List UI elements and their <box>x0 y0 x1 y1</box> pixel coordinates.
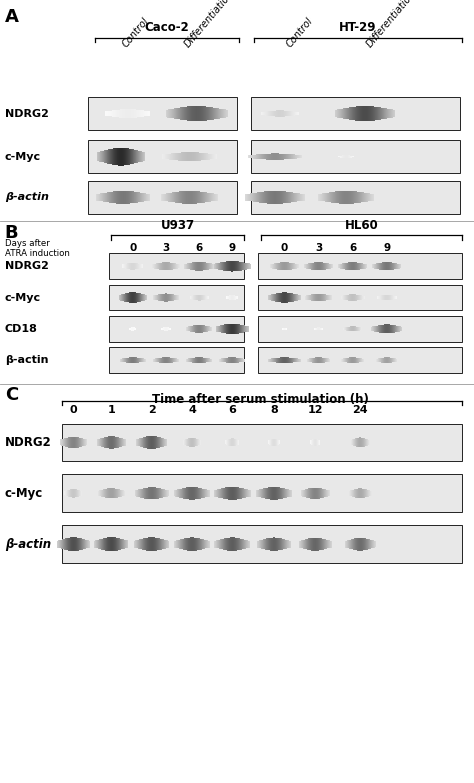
Text: 3: 3 <box>162 243 170 253</box>
Bar <box>88 140 237 173</box>
Bar <box>109 253 244 279</box>
Bar <box>251 181 460 214</box>
Bar <box>109 347 244 373</box>
Bar <box>62 424 462 461</box>
Bar <box>251 140 460 173</box>
Text: c-Myc: c-Myc <box>5 487 43 500</box>
Text: 24: 24 <box>353 405 368 415</box>
Text: 1: 1 <box>108 405 115 415</box>
Bar <box>88 97 237 130</box>
Text: 6: 6 <box>195 243 203 253</box>
Text: CD18: CD18 <box>5 324 37 334</box>
Text: 6: 6 <box>228 405 236 415</box>
Text: 3: 3 <box>315 243 322 253</box>
Text: 0: 0 <box>129 243 137 253</box>
Text: β-actin: β-actin <box>5 538 51 550</box>
Text: Caco-2: Caco-2 <box>145 21 190 34</box>
Text: 0: 0 <box>281 243 288 253</box>
Text: HT-29: HT-29 <box>339 21 377 34</box>
Text: β-actin: β-actin <box>5 355 48 365</box>
Text: 12: 12 <box>308 405 323 415</box>
Text: 4: 4 <box>188 405 196 415</box>
Text: HL60: HL60 <box>345 218 378 232</box>
Text: 2: 2 <box>148 405 155 415</box>
Text: B: B <box>5 224 18 242</box>
Text: Control: Control <box>284 16 315 49</box>
Text: A: A <box>5 8 18 26</box>
Text: 6: 6 <box>349 243 356 253</box>
Text: NDRG2: NDRG2 <box>5 109 49 118</box>
Text: Days after
ATRA induction: Days after ATRA induction <box>5 239 70 258</box>
Text: Differentiation: Differentiation <box>365 0 418 49</box>
Text: β-actin: β-actin <box>5 193 49 202</box>
Text: NDRG2: NDRG2 <box>5 262 49 271</box>
Bar <box>88 181 237 214</box>
Bar <box>62 525 462 563</box>
Text: 8: 8 <box>270 405 278 415</box>
Text: C: C <box>5 386 18 404</box>
Bar <box>258 253 462 279</box>
Text: Control: Control <box>121 16 151 49</box>
Text: 9: 9 <box>228 243 236 253</box>
Bar <box>109 316 244 341</box>
Text: NDRG2: NDRG2 <box>5 436 52 449</box>
Text: c-Myc: c-Myc <box>5 293 41 302</box>
Text: 9: 9 <box>383 243 391 253</box>
Text: c-Myc: c-Myc <box>5 152 41 161</box>
Bar <box>62 474 462 512</box>
Text: 0: 0 <box>70 405 77 415</box>
Text: Time after serum stimulation (h): Time after serum stimulation (h) <box>152 393 369 406</box>
Bar <box>258 284 462 310</box>
Bar <box>251 97 460 130</box>
Text: U937: U937 <box>161 218 195 232</box>
Text: Differentiation: Differentiation <box>182 0 236 49</box>
Bar <box>258 347 462 373</box>
Bar <box>258 316 462 341</box>
Bar <box>109 284 244 310</box>
